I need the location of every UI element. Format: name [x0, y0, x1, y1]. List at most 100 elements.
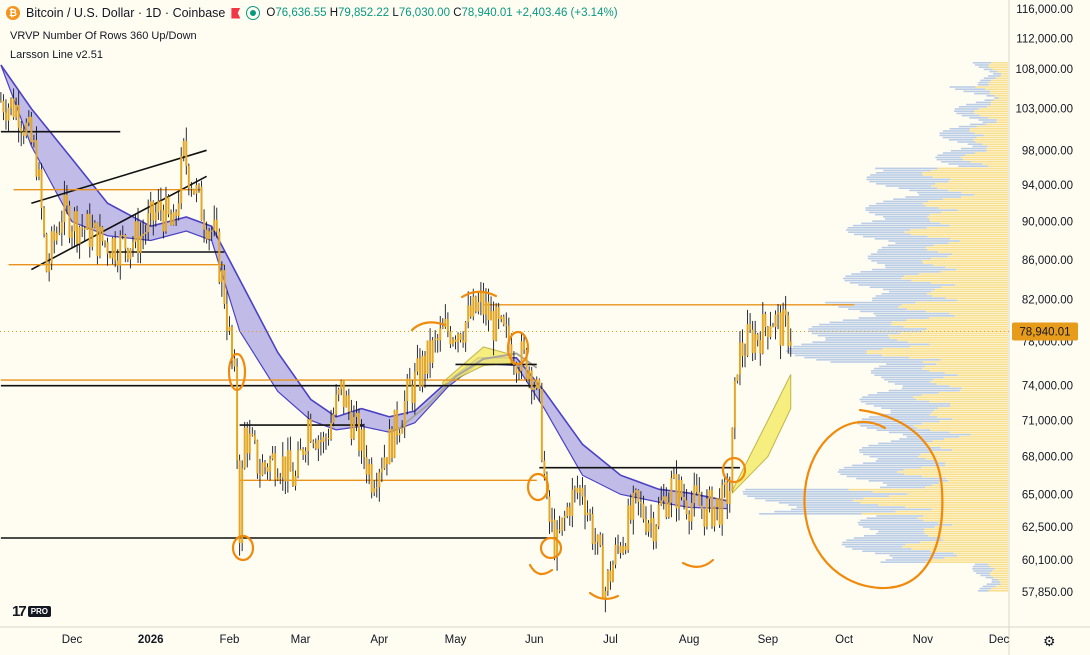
- volume-row-up: [975, 152, 1008, 154]
- volume-row-up: [938, 392, 1008, 394]
- volume-row-up: [916, 427, 1008, 429]
- volume-row-down: [879, 365, 925, 368]
- last-price-tag: [1012, 322, 1078, 341]
- volume-row-up: [982, 143, 1008, 145]
- volume-row-up: [959, 240, 1008, 242]
- price-tick-label: 74,000.00: [1022, 381, 1073, 393]
- status-dot-icon: [246, 6, 261, 20]
- candle-body: [172, 211, 175, 226]
- candle-body: [441, 327, 444, 329]
- volume-row-up: [901, 277, 1008, 280]
- candle-body: [474, 296, 477, 312]
- volume-row-up: [945, 464, 1008, 467]
- volume-row-down: [881, 246, 926, 249]
- tradingview-logo[interactable]: 17 PRO: [12, 603, 52, 620]
- volume-row-down: [892, 557, 945, 559]
- volume-row-down: [877, 392, 939, 394]
- indicator-larsson[interactable]: Larsson Line v2.51: [10, 49, 103, 61]
- volume-row-down: [860, 271, 941, 273]
- volume-row-down: [870, 370, 930, 372]
- volume-row-up: [974, 110, 1008, 112]
- volume-row-up: [992, 570, 1008, 572]
- volume-row-up: [984, 88, 1008, 90]
- circle-jun-low: [539, 536, 563, 560]
- volume-row-down: [868, 480, 949, 482]
- volume-row-up: [976, 125, 1008, 128]
- gear-icon[interactable]: ⚙: [1043, 633, 1056, 649]
- candle-body: [787, 315, 790, 346]
- volume-row-up: [969, 130, 1008, 132]
- volume-row-down: [786, 350, 867, 352]
- circle-feb-top: [227, 352, 247, 392]
- volume-profile: [742, 62, 1008, 592]
- volume-row-down: [875, 167, 938, 170]
- volume-row-up: [990, 101, 1008, 104]
- indicator-vrvp[interactable]: VRVP Number Of Rows 360 Up/Down: [10, 30, 197, 42]
- volume-row-up: [991, 79, 1008, 82]
- volume-row-down: [876, 429, 931, 431]
- candle-body: [619, 545, 622, 553]
- volume-row-down: [974, 563, 988, 566]
- volume-row-up: [931, 411, 1008, 414]
- volume-row-down: [948, 139, 974, 141]
- candle-body: [596, 534, 599, 542]
- candle-body: [10, 98, 13, 108]
- flag-icon[interactable]: [231, 7, 241, 19]
- volume-row-up: [952, 449, 1008, 451]
- volume-row-down: [876, 532, 925, 535]
- volume-row-up: [923, 530, 1008, 533]
- volume-row-up: [986, 150, 1008, 152]
- volume-row-down: [890, 409, 935, 412]
- volume-row-up: [944, 438, 1008, 440]
- volume-row-up: [926, 310, 1008, 313]
- time-tick-label: Feb: [220, 634, 240, 646]
- price-tick-label: 71,000.00: [1022, 415, 1073, 427]
- volume-row-up: [897, 471, 1008, 473]
- volume-row-up: [925, 246, 1008, 249]
- volume-row-down: [935, 156, 961, 159]
- volume-row-down: [975, 101, 991, 104]
- volume-row-down: [842, 541, 921, 544]
- candle-body: [675, 474, 678, 509]
- volume-row-down: [873, 367, 923, 370]
- candle-body: [576, 487, 579, 493]
- volume-row-up: [952, 418, 1008, 420]
- candle-body: [137, 221, 140, 253]
- candle-body: [728, 490, 731, 504]
- candle-body: [220, 270, 223, 283]
- volume-row-down: [858, 317, 930, 319]
- candle-body: [705, 498, 708, 527]
- volume-row-down: [866, 517, 918, 519]
- candle-body: [378, 472, 381, 488]
- candle-body: [83, 228, 86, 230]
- candle-body: [512, 363, 515, 365]
- volume-row-up: [995, 77, 1008, 79]
- last-price-label: 78,940.01: [1019, 327, 1070, 339]
- chart-header: ₿ Bitcoin / U.S. Dollar · 1D · Coinbase …: [6, 6, 618, 20]
- volume-row-down: [860, 400, 930, 403]
- volume-row-down: [878, 414, 930, 416]
- volume-row-down: [967, 143, 983, 145]
- volume-row-up: [960, 156, 1008, 159]
- candle-body: [45, 234, 48, 272]
- volume-row-down: [858, 284, 956, 286]
- candle-body: [459, 333, 462, 341]
- arc-jul-bottom: [588, 591, 620, 600]
- volume-row-up: [890, 323, 1008, 326]
- candle-body: [789, 341, 792, 346]
- volume-row-up: [931, 185, 1008, 187]
- volume-row-down: [941, 161, 971, 163]
- candle-body: [126, 248, 129, 260]
- volume-row-down: [985, 576, 994, 579]
- volume-row-down: [874, 238, 951, 240]
- symbol-title[interactable]: Bitcoin / U.S. Dollar · 1D · Coinbase: [26, 6, 226, 20]
- volume-row-up: [915, 301, 1008, 304]
- volume-row-down: [885, 266, 946, 269]
- volume-row-down: [851, 273, 919, 275]
- volume-row-down: [853, 233, 911, 236]
- candle-body: [589, 512, 592, 515]
- volume-row-down: [865, 207, 939, 209]
- volume-row-up: [929, 370, 1008, 372]
- volume-row-down: [993, 73, 1002, 75]
